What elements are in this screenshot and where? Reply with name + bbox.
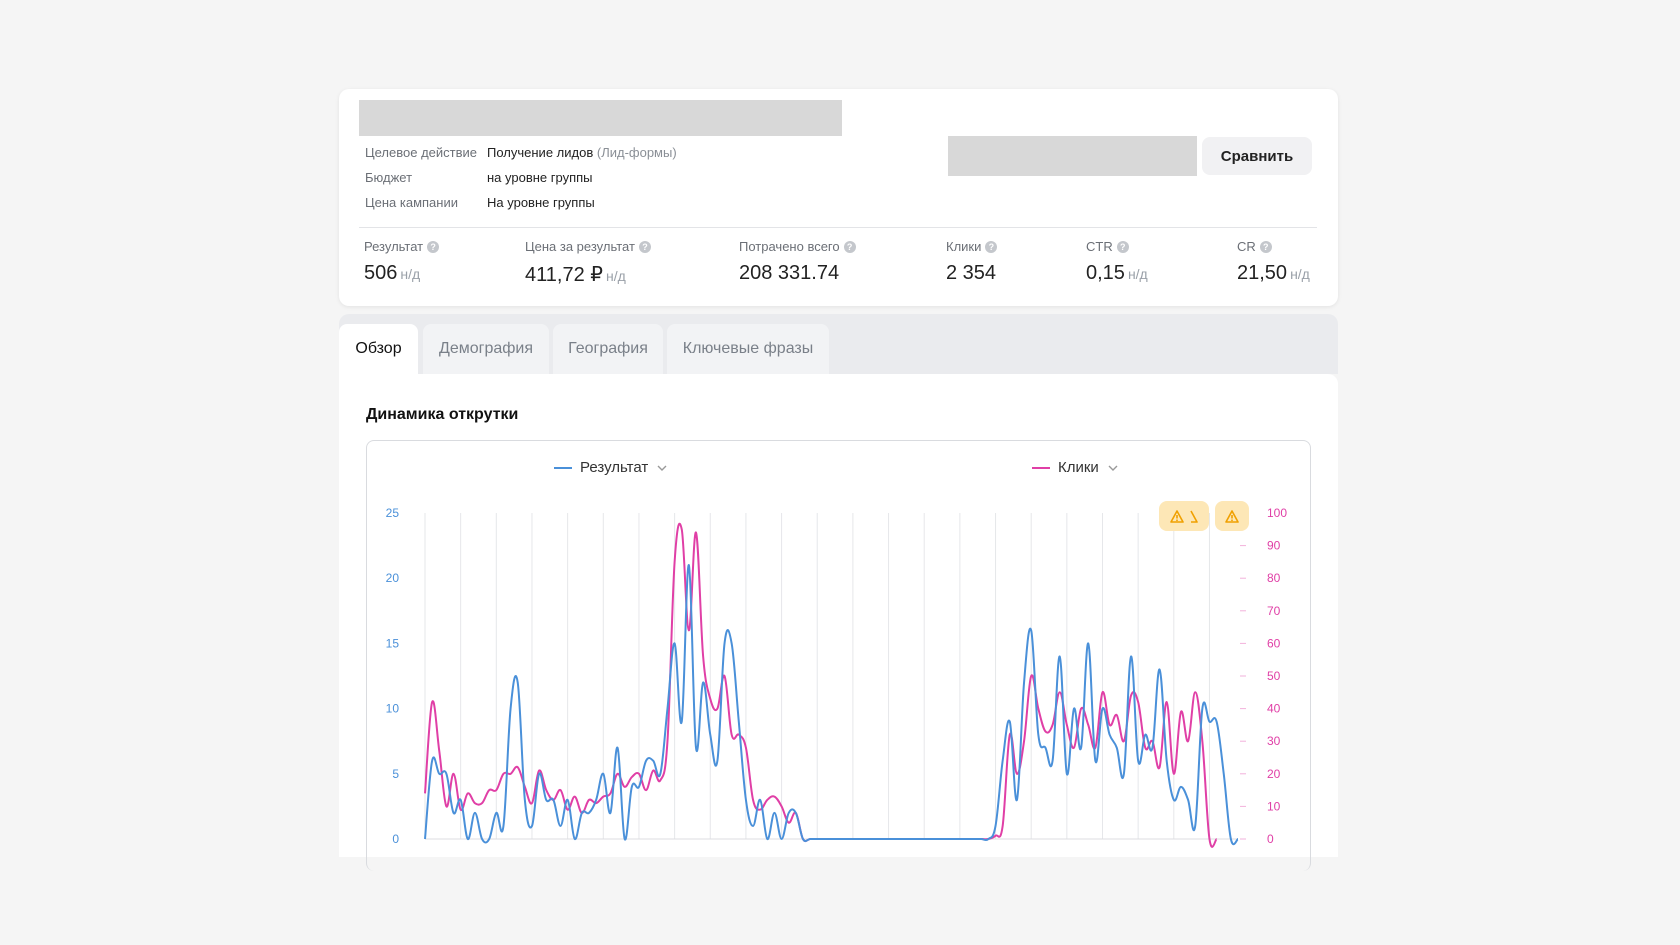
- metric-value: 2 354: [946, 262, 997, 284]
- warning-icon: [1225, 509, 1239, 523]
- meta-label: Целевое действие: [365, 145, 477, 160]
- metric-na: н/д: [400, 266, 421, 282]
- legend-label: Клики: [1058, 459, 1099, 476]
- compare-period-select-redacted[interactable]: [948, 136, 1197, 176]
- warning-icon: [1190, 510, 1198, 523]
- legend-result[interactable]: Результат: [554, 459, 668, 476]
- delivery-chart: 0 5 10 15 20 25 0 10 20 30 40 50 60 70 80 90 100: [386, 506, 1287, 848]
- metric-result: Результат? 506 н/д: [364, 239, 440, 285]
- warning-marker-group[interactable]: [1159, 501, 1209, 531]
- legend-swatch: [1032, 466, 1050, 469]
- y-left-tick-label: 15: [386, 636, 400, 650]
- y-right-tick-label: 0: [1267, 832, 1274, 846]
- overview-panel: Динамика открутки 0 5 10 15 20 25 0 10 20 30 40 50 6…: [339, 374, 1338, 871]
- y-left-tick-label: 25: [386, 506, 400, 520]
- legend-clicks[interactable]: Клики: [1032, 459, 1119, 476]
- campaign-title-redacted: [359, 100, 842, 136]
- legend-label: Результат: [580, 459, 649, 476]
- y-right-tick-label: 100: [1267, 506, 1287, 520]
- metric-ctr: CTR? 0,15 н/д: [1086, 239, 1148, 285]
- metric-clicks: Клики? 2 354: [946, 239, 998, 285]
- y-left-tick-label: 5: [392, 767, 399, 781]
- y-right-tick-label: 80: [1267, 571, 1281, 585]
- metric-label: Клики: [946, 239, 982, 254]
- metric-label: Потрачено всего: [739, 239, 840, 254]
- series-line-result: [424, 564, 1239, 846]
- metric-value: 506: [364, 262, 398, 284]
- metric-label: CR: [1237, 239, 1256, 254]
- metric-label: Цена за результат: [525, 239, 635, 254]
- meta-label: Цена кампании: [365, 195, 458, 210]
- metric-na: н/д: [1290, 266, 1310, 282]
- tab-demography[interactable]: Демография: [423, 324, 549, 374]
- metric-value: 0,15: [1086, 262, 1125, 284]
- y-left-tick-label: 20: [386, 571, 400, 585]
- chevron-down-icon: [1108, 465, 1118, 471]
- y-right-tick-label: 60: [1267, 636, 1281, 650]
- y-left-tick-label: 10: [386, 702, 400, 716]
- chart-container: 0 5 10 15 20 25 0 10 20 30 40 50 60 70 80 90 100 Результ…: [366, 440, 1311, 871]
- compare-button[interactable]: Сравнить: [1202, 137, 1312, 175]
- meta-value: Получение лидов (Лид-формы): [487, 145, 677, 160]
- meta-value: На уровне группы: [487, 195, 595, 210]
- meta-label: Бюджет: [365, 170, 413, 185]
- chevron-down-icon: [657, 465, 667, 471]
- metric-na: н/д: [1127, 266, 1148, 282]
- metric-label: Результат: [364, 239, 424, 254]
- meta-value: на уровне группы: [487, 170, 593, 185]
- tab-overview[interactable]: Обзор: [339, 324, 418, 374]
- legend-swatch: [554, 466, 572, 469]
- y-right-tick-label: 40: [1267, 702, 1281, 716]
- series-line-clicks: [424, 522, 1218, 848]
- y-right-tick-label: 10: [1267, 799, 1281, 813]
- y-right-tick-label: 20: [1267, 767, 1281, 781]
- y-right-tick-label: 50: [1267, 669, 1281, 683]
- help-icon[interactable]: ?: [1259, 240, 1272, 253]
- metric-label: CTR: [1086, 239, 1113, 254]
- y-left-tick-label: 0: [392, 832, 399, 846]
- help-icon[interactable]: ?: [427, 240, 440, 253]
- tab-geography[interactable]: География: [553, 324, 663, 374]
- help-icon[interactable]: ?: [843, 240, 856, 253]
- metric-na: н/д: [605, 268, 626, 284]
- help-icon[interactable]: ?: [638, 240, 651, 253]
- campaign-summary-card: Целевое действие Получение лидов (Лид-фо…: [339, 89, 1338, 306]
- divider: [359, 227, 1317, 228]
- metric-total-spent: Потрачено всего? 208 331.74: [739, 239, 856, 285]
- metric-value: 21,50: [1237, 262, 1288, 284]
- help-icon[interactable]: ?: [985, 240, 998, 253]
- metric-value: 411,72 ₽: [525, 264, 603, 286]
- tab-keywords[interactable]: Ключевые фразы: [667, 324, 829, 374]
- metric-cr: CR? 21,50 н/д: [1237, 239, 1310, 285]
- metric-value: 208 331.74: [739, 262, 840, 284]
- warning-marker[interactable]: [1215, 501, 1249, 531]
- y-right-tick-label: 90: [1267, 539, 1281, 553]
- y-right-tick-label: 70: [1267, 604, 1281, 618]
- metric-cost-per-result: Цена за результат? 411,72 ₽ н/д: [525, 239, 651, 287]
- section-title: Динамика открутки: [366, 406, 519, 423]
- help-icon[interactable]: ?: [1116, 240, 1129, 253]
- warning-icon: [1170, 509, 1184, 523]
- y-right-tick-label: 30: [1267, 734, 1281, 748]
